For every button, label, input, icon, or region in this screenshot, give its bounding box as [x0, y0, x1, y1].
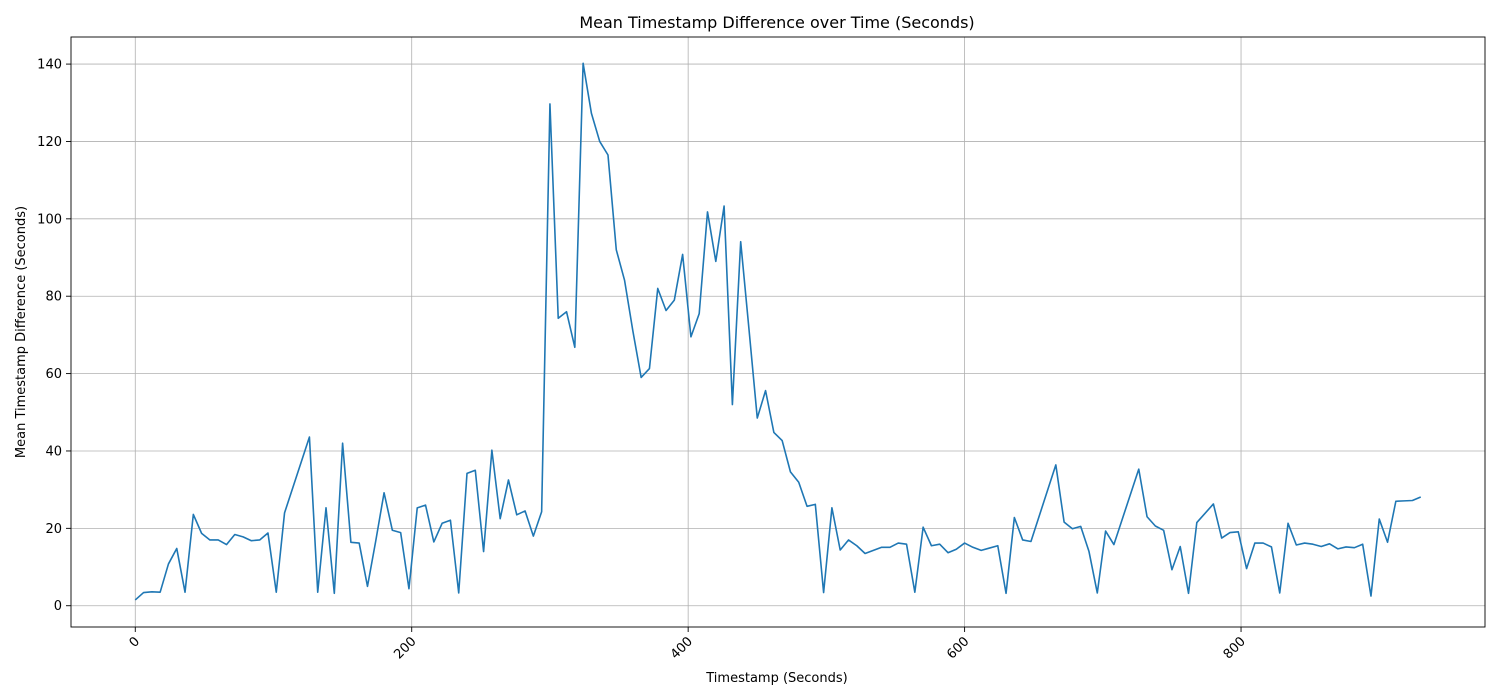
- y-tick-label: 0: [54, 599, 62, 614]
- x-tick-label: 800: [1221, 634, 1249, 662]
- y-axis-label: Mean Timestamp Difference (Seconds): [14, 206, 29, 458]
- plot-frame: [70, 36, 1486, 628]
- x-axis-label: Timestamp (Seconds): [705, 671, 847, 686]
- chart-title: Mean Timestamp Difference over Time (Sec…: [579, 13, 974, 32]
- y-tick-label: 60: [45, 367, 62, 382]
- y-tick-label: 140: [37, 58, 62, 73]
- y-tick-label: 20: [45, 522, 62, 537]
- y-tick-label: 40: [45, 444, 62, 459]
- series-layer: [134, 62, 1422, 601]
- x-tick-label: 600: [944, 634, 972, 662]
- axis-ticks: 0 200 400 600 800 0 20 40 60 80 100 120 140: [37, 58, 1249, 663]
- y-tick-label: 100: [37, 212, 62, 227]
- x-tick-label: 400: [668, 634, 696, 662]
- y-tick-label: 80: [45, 290, 62, 305]
- grid: [71, 37, 1485, 627]
- x-tick-label: 200: [391, 634, 419, 662]
- series-line: [134, 62, 1422, 601]
- x-tick-label: 0: [127, 634, 143, 650]
- y-tick-label: 120: [37, 135, 62, 150]
